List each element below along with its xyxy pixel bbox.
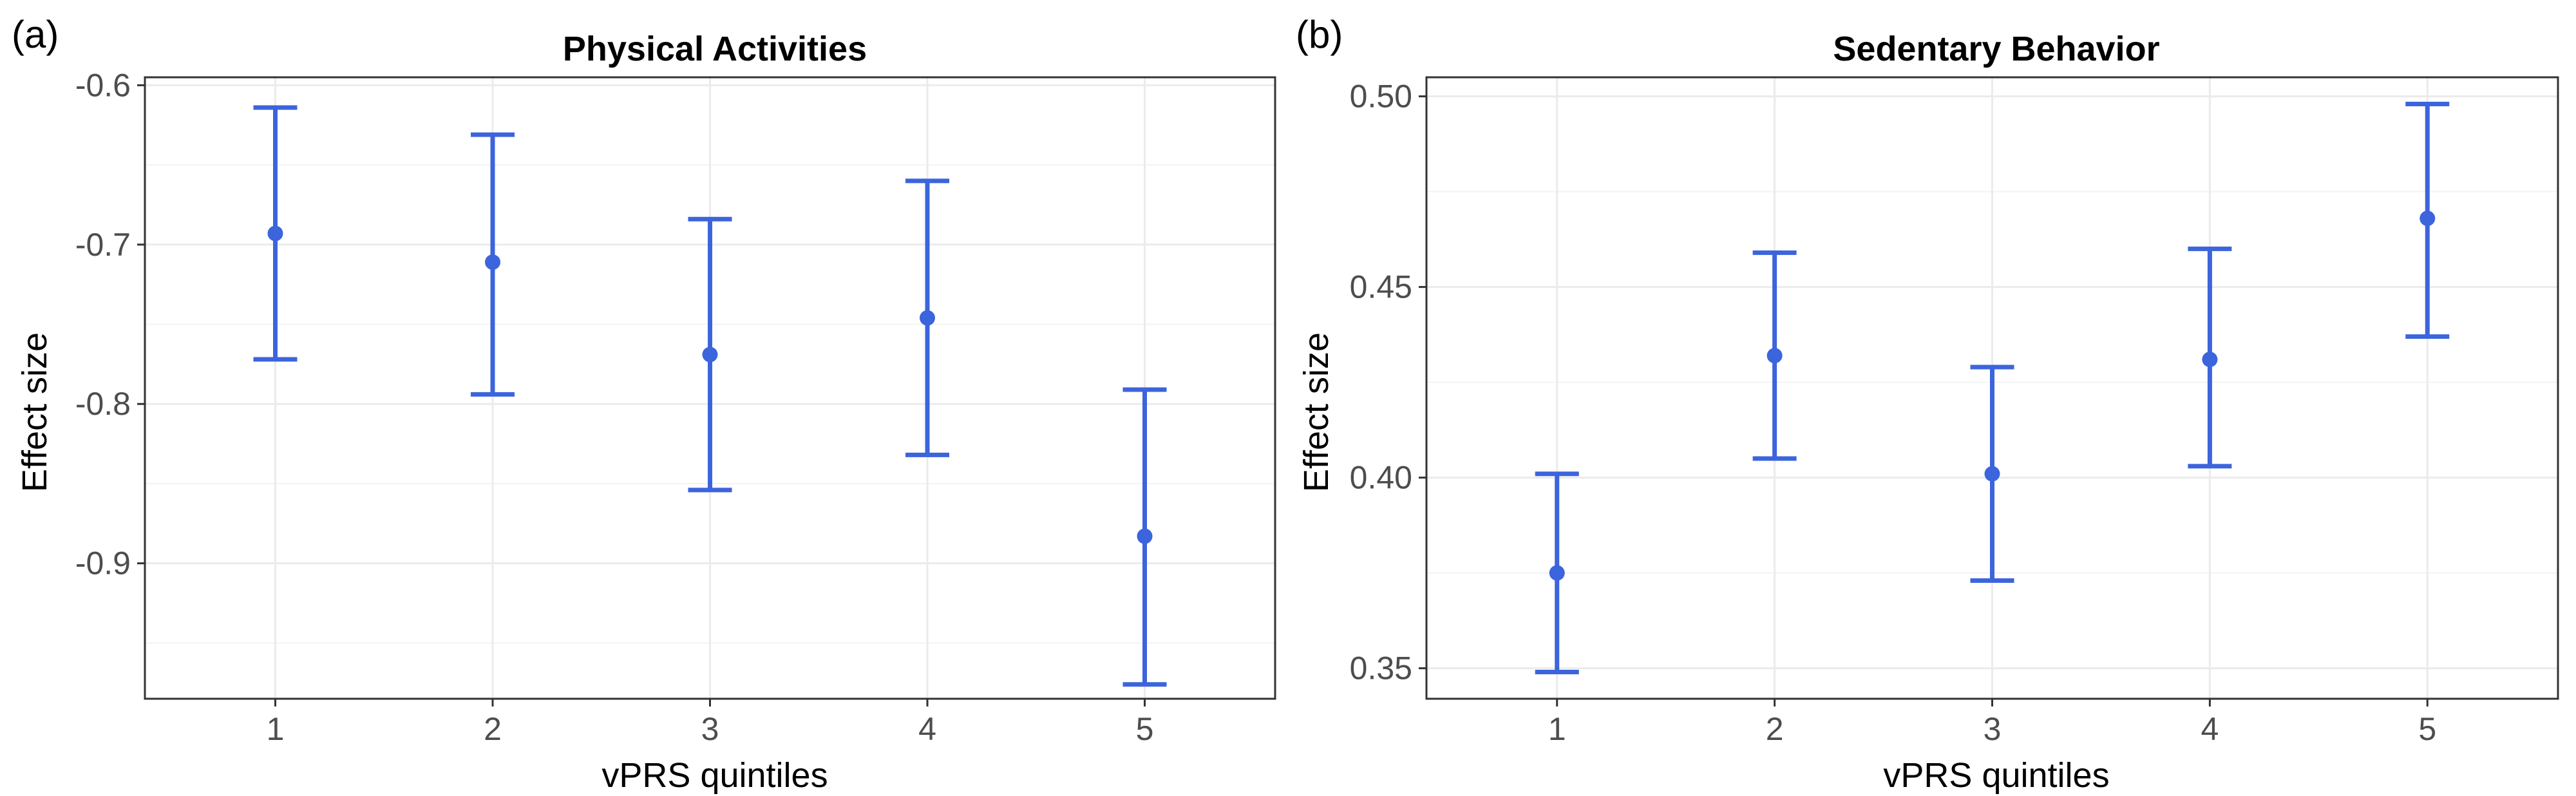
panel-label-b: (b): [1296, 13, 1343, 56]
x-tick-label: 4: [2201, 711, 2219, 747]
x-axis-label-a: vPRS quintiles: [601, 756, 828, 795]
y-tick-label: 0.40: [1350, 460, 1412, 496]
data-point: [2420, 211, 2436, 227]
panel-sedentary-behavior: (b) Sedentary Behavior Effect size vPRS …: [1296, 13, 2559, 795]
x-tick-label: 4: [918, 711, 936, 747]
x-tick-label: 2: [484, 711, 502, 747]
y-tick-label: 0.35: [1350, 650, 1412, 687]
data-point: [2202, 352, 2218, 368]
x-axis-label-b: vPRS quintiles: [1883, 756, 2109, 795]
x-tick-label: 5: [1136, 711, 1154, 747]
y-tick-label: -0.9: [75, 545, 131, 582]
y-tick-label: -0.7: [75, 227, 131, 263]
x-tick-label: 1: [267, 711, 285, 747]
y-tick-label: 0.50: [1350, 79, 1412, 115]
data-point: [485, 254, 500, 270]
panel-label-a: (a): [12, 13, 59, 56]
x-tick-label: 5: [2418, 711, 2436, 747]
data-point: [702, 346, 718, 363]
x-tick-label: 1: [1548, 711, 1566, 747]
panel-physical-activities: (a) Physical Activities Effect size vPRS…: [12, 13, 1276, 795]
chart-title-a: Physical Activities: [563, 30, 867, 68]
data-point: [920, 310, 935, 326]
y-tick-label: -0.6: [75, 67, 131, 103]
x-tick-label: 3: [1984, 711, 2002, 747]
x-tick-label: 3: [701, 711, 719, 747]
data-point: [267, 225, 283, 242]
data-point: [1549, 565, 1565, 581]
y-tick-label: 0.45: [1350, 269, 1412, 305]
chart-title-b: Sedentary Behavior: [1833, 30, 2159, 68]
y-tick-label: -0.8: [75, 386, 131, 422]
x-tick-label: 2: [1766, 711, 1784, 747]
data-point: [1137, 528, 1153, 544]
y-axis-label-b: Effect size: [1297, 332, 1336, 492]
y-axis-label-a: Effect size: [15, 332, 54, 492]
data-point: [1766, 348, 1783, 364]
data-point: [1984, 466, 2000, 482]
